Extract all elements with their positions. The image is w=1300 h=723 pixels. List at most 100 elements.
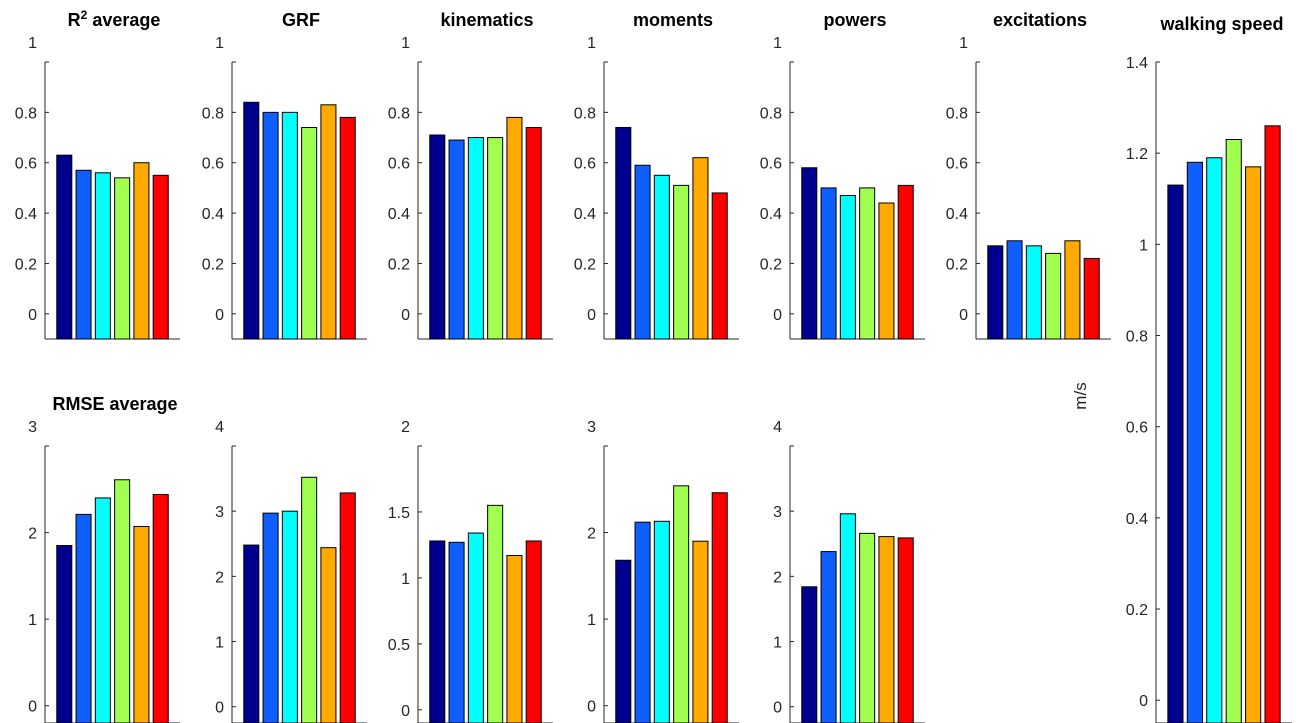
bar xyxy=(243,544,260,723)
subplot-5: 0 0.2 0.4 0.6 0.8 1 powers xyxy=(760,10,925,340)
y-tick-label: 0.6 xyxy=(946,156,968,173)
bar xyxy=(1264,125,1281,723)
bar xyxy=(281,111,298,340)
y-tick-label: 0 xyxy=(773,307,782,324)
y-tick-label: 0.2 xyxy=(1126,602,1148,619)
y-tick-label: 1 xyxy=(28,612,37,629)
subplot-title: RMSE average xyxy=(52,394,177,414)
bar xyxy=(94,172,111,340)
y-tick-label: 1 xyxy=(28,35,37,52)
subplot-title: kinematics xyxy=(440,10,533,30)
bar xyxy=(525,126,542,340)
bar xyxy=(281,510,298,723)
bar xyxy=(429,134,446,340)
bar xyxy=(114,177,131,340)
bar xyxy=(820,187,837,340)
bar xyxy=(1083,257,1100,340)
subplot-4: 0 0.2 0.4 0.6 0.8 1 moments xyxy=(574,10,739,340)
y-tick-label: 1 xyxy=(773,635,782,652)
y-tick-label: 0 xyxy=(215,700,224,717)
y-tick-label: 0 xyxy=(28,699,37,716)
y-tick-label: 0.2 xyxy=(946,256,968,273)
y-tick-label: 0.6 xyxy=(15,156,37,173)
y-tick-label: 2 xyxy=(587,526,596,543)
subplot-title: excitations xyxy=(993,10,1087,30)
bar xyxy=(301,476,318,723)
y-tick-label: 0.2 xyxy=(760,256,782,273)
y-tick-label: 4 xyxy=(773,419,782,436)
y-tick-label: 0.4 xyxy=(15,206,37,223)
bar xyxy=(897,184,914,340)
y-tick-label: 0.8 xyxy=(574,105,596,122)
y-tick-label: 0.8 xyxy=(15,105,37,122)
y-tick-label: 0.8 xyxy=(202,105,224,122)
y-tick-label: 0 xyxy=(587,307,596,324)
bar xyxy=(878,202,895,340)
y-tick-label: 2 xyxy=(28,526,37,543)
subplot-9: 0 0.5 1 1.5 2 xyxy=(388,419,553,723)
bar xyxy=(1025,245,1042,340)
y-tick-label: 0.2 xyxy=(202,256,224,273)
y-tick-label: 0.8 xyxy=(946,105,968,122)
y-tick-label: 1.2 xyxy=(1126,146,1148,163)
bar xyxy=(1206,157,1223,723)
y-tick-label: 3 xyxy=(215,504,224,521)
subplot-12: 0 0.2 0.4 0.6 0.8 1 1.2 1.4 walking speed m/s xyxy=(1071,14,1292,723)
bar xyxy=(448,139,465,340)
y-tick-label: 0 xyxy=(1139,693,1148,710)
y-tick-label: 0.4 xyxy=(202,206,224,223)
bar xyxy=(320,104,337,340)
y-tick-label: 0 xyxy=(215,307,224,324)
y-axis-label: m/s xyxy=(1071,382,1090,409)
subplot-10: 0 1 2 3 xyxy=(587,419,739,723)
bar xyxy=(692,540,709,723)
y-tick-label: 1.5 xyxy=(388,505,410,522)
y-tick-label: 0.4 xyxy=(760,206,782,223)
subplot-title: R2 average xyxy=(68,8,161,30)
bar xyxy=(152,174,169,340)
bar xyxy=(525,540,542,723)
bar xyxy=(56,545,73,723)
subplot-title: moments xyxy=(633,10,713,30)
bar xyxy=(1167,184,1184,723)
bar xyxy=(801,586,818,723)
bar xyxy=(987,245,1004,340)
y-tick-label: 1 xyxy=(215,35,224,52)
bar xyxy=(133,162,150,340)
y-tick-label: 0 xyxy=(28,307,37,324)
bar xyxy=(152,493,169,723)
y-tick-label: 1 xyxy=(773,35,782,52)
subplot-title: powers xyxy=(823,10,886,30)
bar xyxy=(339,492,356,723)
bar xyxy=(673,184,690,340)
y-tick-label: 0.8 xyxy=(760,105,782,122)
y-tick-label: 1 xyxy=(587,35,596,52)
y-tick-label: 0 xyxy=(959,307,968,324)
bar xyxy=(114,479,131,723)
y-tick-label: 1 xyxy=(587,612,596,629)
bar xyxy=(1186,161,1203,723)
bar xyxy=(301,126,318,340)
y-tick-label: 0.8 xyxy=(1126,329,1148,346)
bar xyxy=(859,187,876,340)
y-tick-label: 0.4 xyxy=(574,206,596,223)
y-tick-label: 1 xyxy=(401,571,410,588)
bar xyxy=(711,192,728,340)
y-tick-label: 0.4 xyxy=(1126,511,1148,528)
bar xyxy=(320,547,337,723)
subplot-7: 0 1 2 3 RMSE average xyxy=(28,394,180,723)
bar xyxy=(1225,138,1242,723)
subplot-8: 0 1 2 3 4 xyxy=(215,419,367,723)
bar xyxy=(839,194,856,340)
bar xyxy=(133,526,150,723)
bar xyxy=(692,157,709,340)
bar xyxy=(673,485,690,723)
y-tick-label: 3 xyxy=(28,419,37,436)
bar xyxy=(711,492,728,723)
bar xyxy=(243,101,260,340)
y-tick-label: 0 xyxy=(587,699,596,716)
subplot-title: walking speed xyxy=(1159,14,1283,34)
y-tick-label: 0.4 xyxy=(388,206,410,223)
y-tick-label: 0.6 xyxy=(760,156,782,173)
